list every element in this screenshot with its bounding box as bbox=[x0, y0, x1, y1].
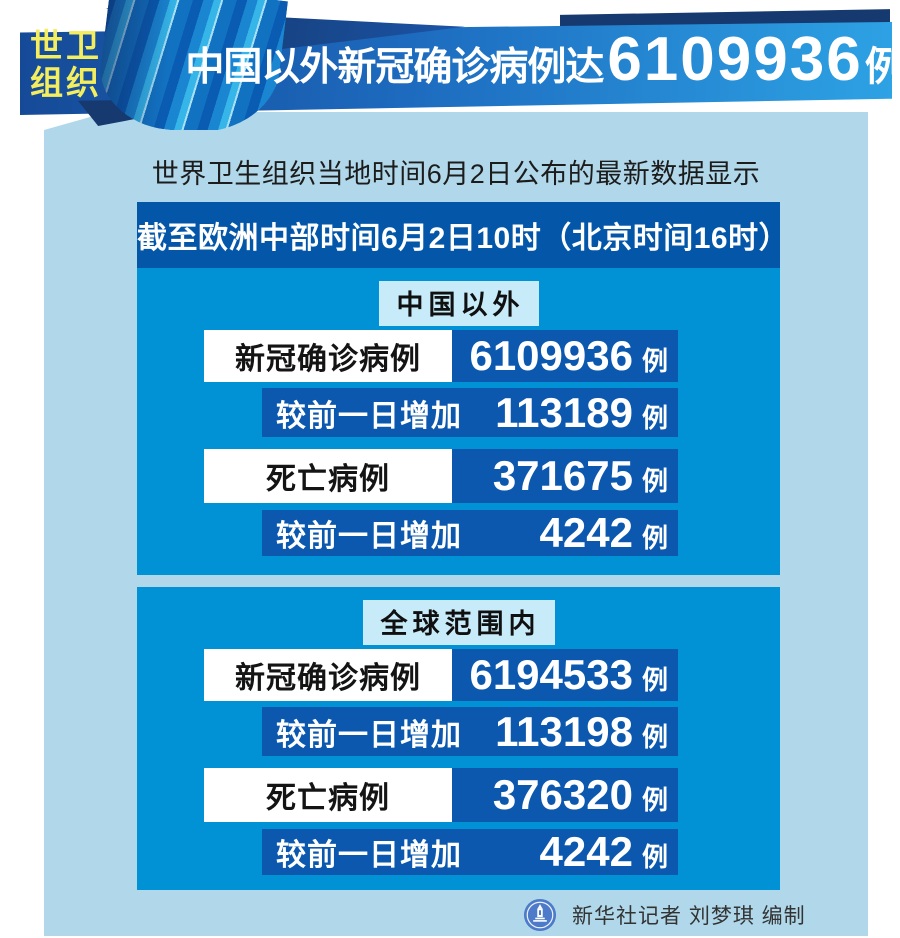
stat-label: 新冠确诊病例 bbox=[204, 330, 452, 382]
title-number: 6109936 bbox=[607, 24, 863, 94]
stat-label: 较前一日增加 bbox=[276, 718, 462, 752]
stat-label: 较前一日增加 bbox=[276, 520, 462, 553]
who-badge-line1: 世卫 bbox=[30, 27, 102, 64]
stat-row-confirmed-delta: 较前一日增加 113198 例 bbox=[262, 707, 678, 756]
stat-value: 4242 例 bbox=[540, 828, 668, 876]
who-badge-line2: 组织 bbox=[30, 64, 102, 102]
title-unit: 例 bbox=[864, 44, 900, 89]
stat-value-box: 371675 例 bbox=[452, 449, 678, 503]
stat-row-deaths-delta: 较前一日增加 4242 例 bbox=[262, 509, 678, 557]
stat-value: 113198 例 bbox=[495, 708, 668, 756]
stat-unit: 例 bbox=[641, 466, 668, 496]
stat-unit: 例 bbox=[641, 346, 668, 376]
main-title: 中国以外新冠确诊病例达 6109936 例 bbox=[185, 0, 900, 118]
stat-unit: 例 bbox=[641, 402, 668, 433]
stat-row-confirmed: 新冠确诊病例 6109936 例 bbox=[204, 330, 678, 382]
section-label: 中国以外 bbox=[378, 281, 539, 326]
stat-row-deaths: 死亡病例 371675 例 bbox=[204, 449, 678, 503]
title-banner: 世卫 组织 中国以外新冠确诊病例达 6109936 例 bbox=[0, 0, 900, 130]
who-badge: 世卫 组织 bbox=[30, 27, 102, 102]
stat-value: 6109936 例 bbox=[469, 332, 668, 380]
stat-label: 较前一日增加 bbox=[276, 399, 462, 433]
stat-number: 6109936 bbox=[469, 332, 633, 379]
stat-row-deaths: 死亡病例 376320 例 bbox=[204, 768, 678, 822]
stat-label: 死亡病例 bbox=[204, 768, 452, 822]
stat-value: 113189 例 bbox=[495, 389, 668, 437]
main-title-text: 中国以外新冠确诊病例达 6109936 例 bbox=[185, 24, 900, 95]
stat-value: 4242 例 bbox=[540, 509, 668, 557]
stat-number: 113198 bbox=[495, 707, 633, 755]
stat-value: 376320 例 bbox=[493, 771, 668, 819]
stat-label: 死亡病例 bbox=[204, 449, 452, 503]
stat-value-box: 6109936 例 bbox=[452, 330, 678, 382]
stat-unit: 例 bbox=[641, 721, 668, 752]
stat-row-confirmed-delta: 较前一日增加 113189 例 bbox=[262, 388, 678, 437]
stat-unit: 例 bbox=[641, 523, 668, 553]
section-panel-outside-china: 中国以外 新冠确诊病例 6109936 例 较前一日增加 113189 例 死亡… bbox=[137, 268, 780, 575]
subtitle-text: 世界卫生组织当地时间6月2日公布的最新数据显示 bbox=[151, 159, 761, 189]
stat-number: 4242 bbox=[539, 828, 633, 875]
xinhua-emblem-icon bbox=[523, 898, 557, 932]
stat-number: 376320 bbox=[492, 771, 633, 818]
stat-number: 6194533 bbox=[469, 651, 633, 698]
stat-row-confirmed: 新冠确诊病例 6194533 例 bbox=[204, 649, 678, 701]
stat-unit: 例 bbox=[641, 665, 668, 695]
stat-value: 371675 例 bbox=[493, 452, 668, 500]
title-prefix: 中国以外新冠确诊病例达 bbox=[185, 45, 604, 89]
credit-text: 新华社记者 刘梦琪 编制 bbox=[572, 905, 806, 928]
stat-value-box: 6194533 例 bbox=[452, 649, 678, 701]
stat-number: 113189 bbox=[495, 388, 633, 436]
section-panel-worldwide: 全球范围内 新冠确诊病例 6194533 例 较前一日增加 113198 例 死… bbox=[137, 587, 780, 890]
time-bar-text: 截至欧洲中部时间6月2日10时（北京时间16时） bbox=[137, 222, 790, 255]
stat-row-deaths-delta: 较前一日增加 4242 例 bbox=[262, 828, 678, 876]
stat-number: 4242 bbox=[539, 509, 633, 556]
footer-credit: 新华社记者 刘梦琪 编制 bbox=[523, 894, 806, 936]
stat-value: 6194533 例 bbox=[469, 651, 668, 699]
section-label: 全球范围内 bbox=[362, 600, 555, 645]
stat-label: 较前一日增加 bbox=[276, 839, 462, 872]
stat-unit: 例 bbox=[641, 785, 668, 815]
stat-value-box: 376320 例 bbox=[452, 768, 678, 822]
stat-label: 新冠确诊病例 bbox=[204, 649, 452, 701]
time-bar: 截至欧洲中部时间6月2日10时（北京时间16时） bbox=[137, 202, 790, 268]
stat-number: 371675 bbox=[492, 452, 633, 499]
stat-unit: 例 bbox=[641, 842, 668, 872]
